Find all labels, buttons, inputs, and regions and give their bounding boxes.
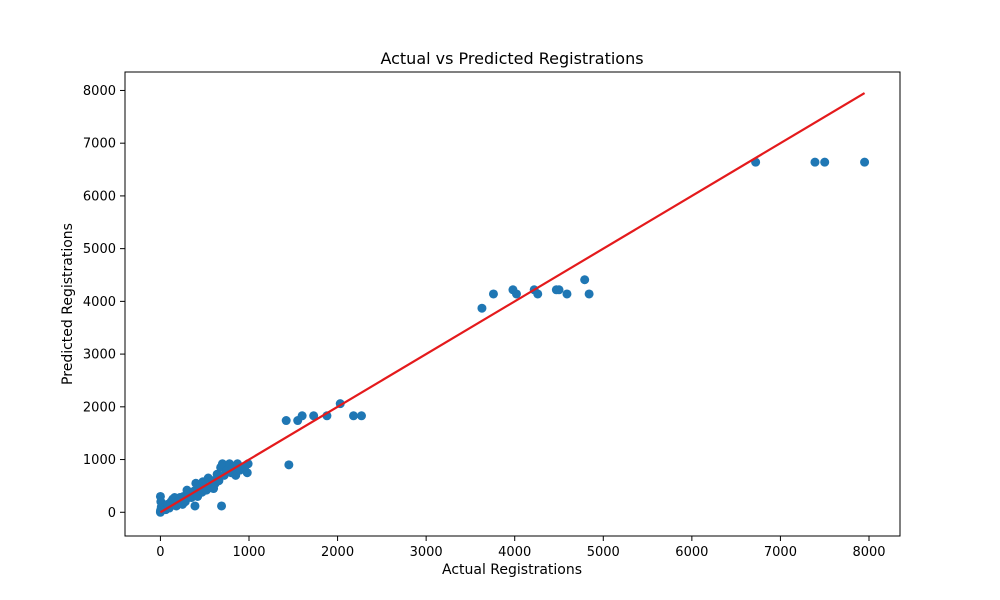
chart-title: Actual vs Predicted Registrations: [380, 49, 643, 68]
data-point: [820, 157, 830, 167]
y-axis-ticks: 0 1000 2000 3000 4000 5000 6000 7000 8000: [83, 84, 125, 521]
data-point: [349, 411, 359, 421]
x-tick-label: 4000: [498, 545, 531, 560]
x-axis-label: Actual Registrations: [442, 562, 582, 578]
data-point: [533, 289, 543, 299]
y-tick-label: 7000: [83, 137, 116, 152]
data-point: [217, 459, 227, 469]
x-tick-label: 1000: [232, 545, 265, 560]
y-tick-label: 3000: [83, 348, 116, 363]
data-point: [562, 289, 572, 299]
x-tick-label: 2000: [321, 545, 354, 560]
y-tick-label: 5000: [83, 242, 116, 257]
x-tick-label: 5000: [587, 545, 620, 560]
data-point: [309, 411, 319, 421]
data-point: [242, 468, 252, 478]
y-tick-label: 4000: [83, 295, 116, 310]
y-tick-label: 0: [108, 506, 116, 521]
data-point: [810, 157, 820, 167]
data-point: [511, 289, 521, 299]
data-point: [281, 416, 291, 426]
y-tick-label: 8000: [83, 84, 116, 99]
data-point: [488, 289, 498, 299]
y-tick-label: 6000: [83, 189, 116, 204]
data-points: [155, 157, 870, 517]
data-point: [584, 289, 594, 299]
x-axis-ticks: 0 1000 2000 3000 4000 5000 6000 7000 8000: [156, 536, 886, 560]
plot-frame: [124, 71, 901, 537]
data-point: [190, 501, 200, 511]
data-point: [297, 411, 307, 421]
data-point: [554, 285, 564, 295]
y-tick-label: 2000: [83, 400, 116, 415]
fit-line: [159, 92, 866, 514]
data-point: [580, 275, 590, 285]
x-tick-label: 8000: [852, 545, 885, 560]
y-tick-label: 1000: [83, 453, 116, 468]
data-point: [284, 460, 294, 470]
y-axis-label: Predicted Registrations: [60, 223, 76, 385]
data-point: [217, 501, 227, 511]
x-tick-label: 6000: [675, 545, 708, 560]
data-point: [356, 411, 366, 421]
data-point: [477, 303, 487, 313]
x-tick-label: 0: [156, 545, 164, 560]
data-point: [860, 157, 870, 167]
x-tick-label: 7000: [764, 545, 797, 560]
x-tick-label: 3000: [410, 545, 443, 560]
